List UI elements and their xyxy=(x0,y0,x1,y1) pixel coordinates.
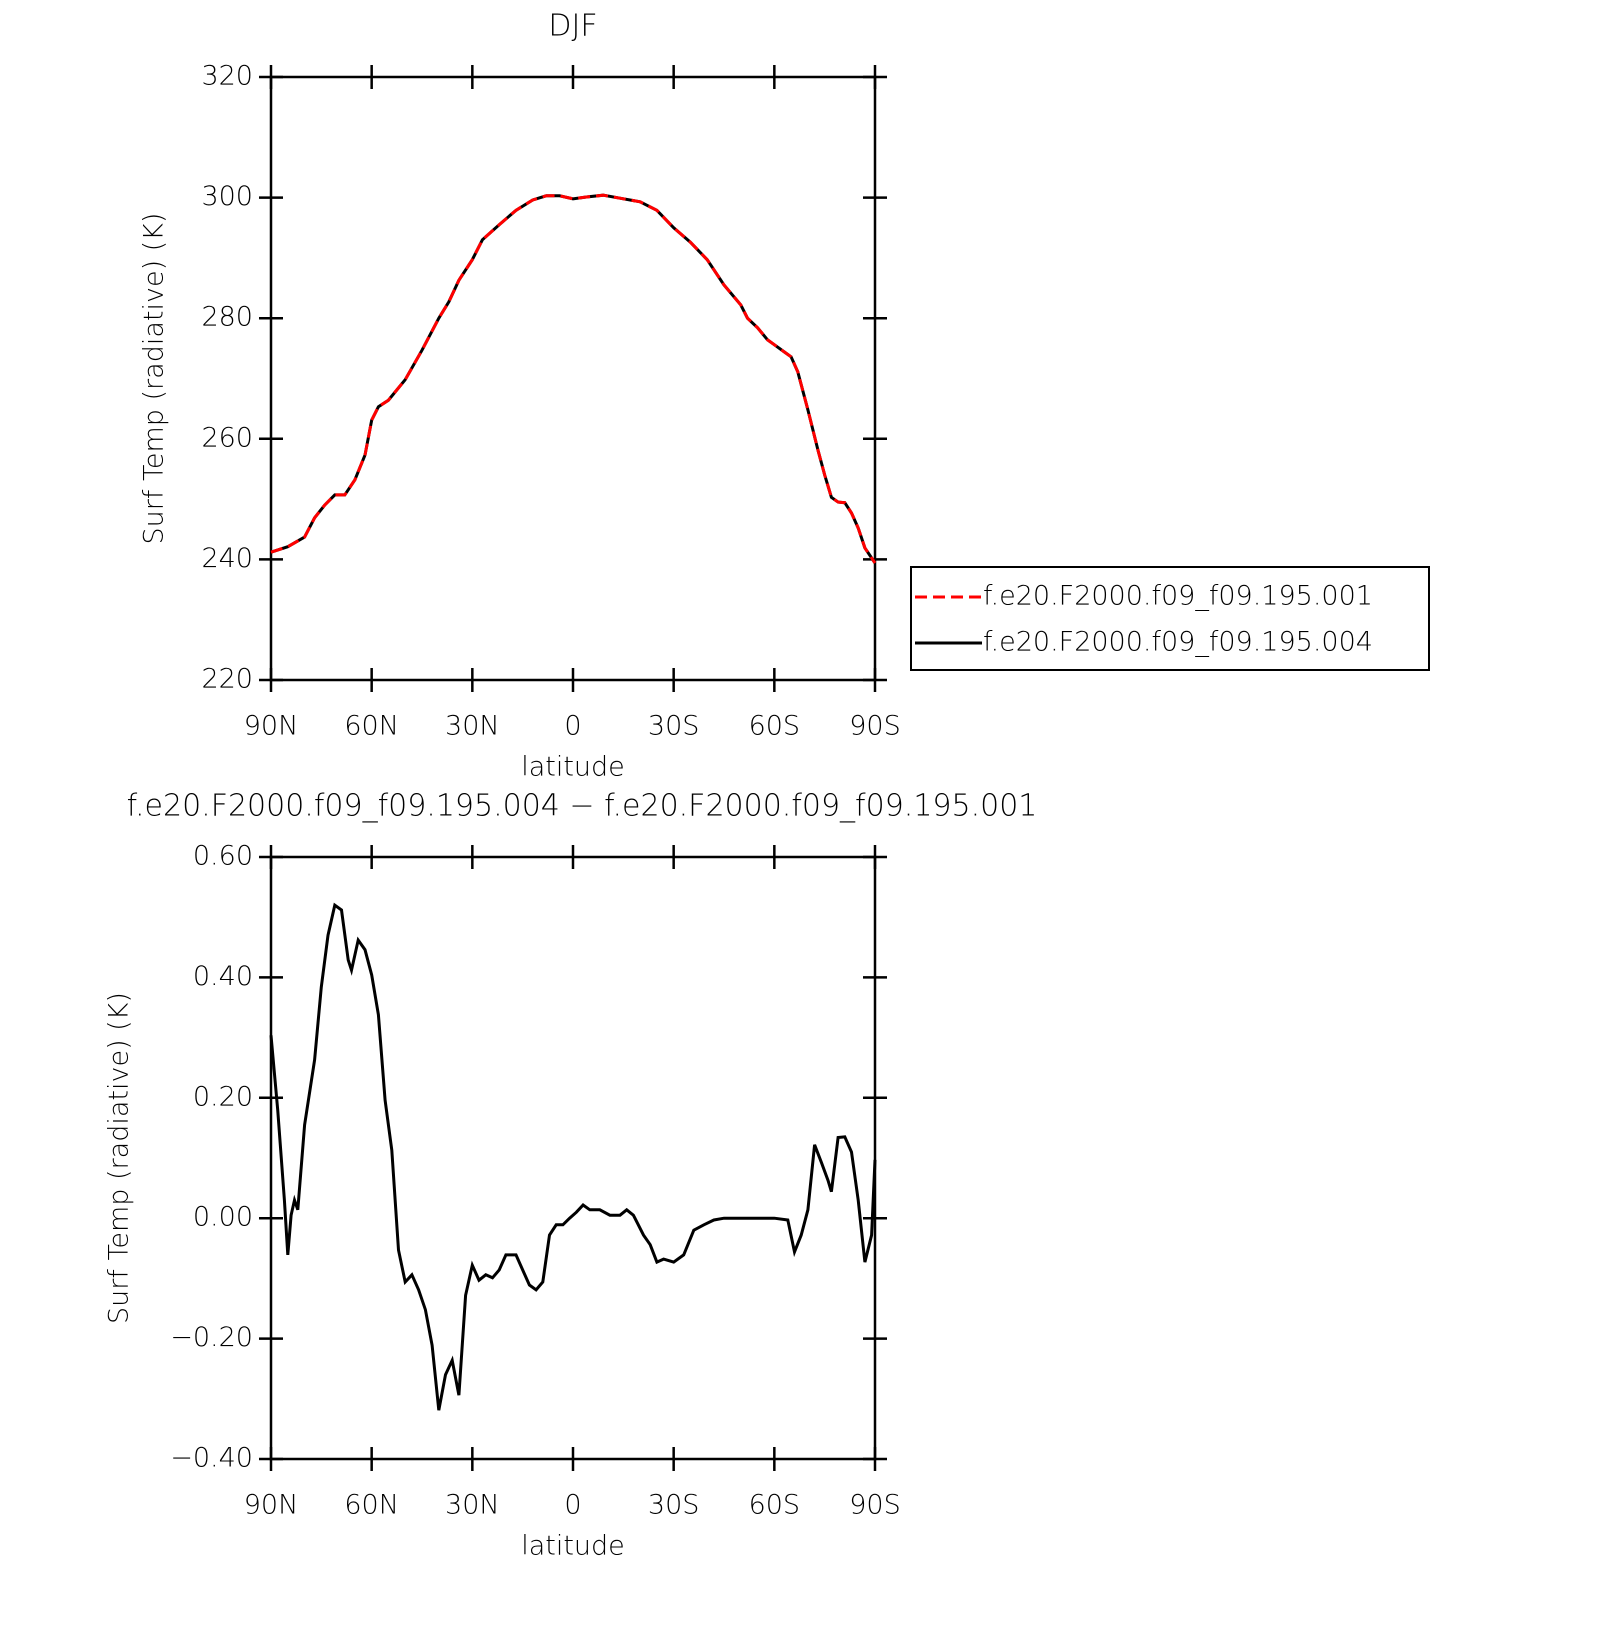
x-tick-label: 90N xyxy=(244,711,299,742)
x-tick-label: 60S xyxy=(749,711,801,742)
y-tick-label: −0.40 xyxy=(170,1443,253,1474)
x-tick-label: 0 xyxy=(564,711,581,742)
x-tick-label: 90N xyxy=(244,1490,299,1521)
legend-label: f.e20.F2000.f09_f09.195.004 xyxy=(983,627,1373,658)
y-tick-label: 320 xyxy=(201,61,253,92)
x-axis-label: latitude xyxy=(521,1531,625,1562)
x-tick-label: 60N xyxy=(344,711,399,742)
x-axis-label: latitude xyxy=(521,752,625,783)
x-tick-label: 90S xyxy=(849,1490,901,1521)
y-axis-label: Surf Temp (radiative) (K) xyxy=(104,992,135,1324)
y-axis-label: Surf Temp (radiative) (K) xyxy=(139,213,170,545)
chart-title: DJF xyxy=(548,9,597,44)
x-tick-label: 30S xyxy=(648,1490,700,1521)
data-line xyxy=(270,193,877,564)
legend-box xyxy=(910,566,1430,671)
x-tick-label: 60S xyxy=(749,1490,801,1521)
y-tick-label: −0.20 xyxy=(170,1322,253,1353)
x-tick-label: 0 xyxy=(564,1490,581,1521)
data-line xyxy=(269,902,877,1411)
y-tick-label: 240 xyxy=(201,543,253,574)
plot-frame xyxy=(269,75,877,682)
y-tick-label: 280 xyxy=(201,302,253,333)
y-tick-label: 220 xyxy=(201,664,253,695)
x-tick-label: 30S xyxy=(648,711,700,742)
y-tick-label: 260 xyxy=(201,422,253,453)
x-tick-label: 60N xyxy=(344,1490,399,1521)
x-tick-label: 30N xyxy=(445,1490,500,1521)
y-tick-label: 0.60 xyxy=(193,841,253,872)
x-tick-label: 30N xyxy=(445,711,500,742)
x-tick-label: 90S xyxy=(849,711,901,742)
y-tick-label: 0.00 xyxy=(193,1202,253,1233)
y-tick-label: 0.20 xyxy=(193,1081,253,1112)
y-tick-label: 0.40 xyxy=(193,961,253,992)
y-tick-label: 300 xyxy=(201,181,253,212)
chart-title: f.e20.F2000.f09_f09.195.004 − f.e20.F200… xyxy=(127,789,1038,824)
legend-label: f.e20.F2000.f09_f09.195.001 xyxy=(983,581,1373,612)
data-line xyxy=(270,193,877,564)
